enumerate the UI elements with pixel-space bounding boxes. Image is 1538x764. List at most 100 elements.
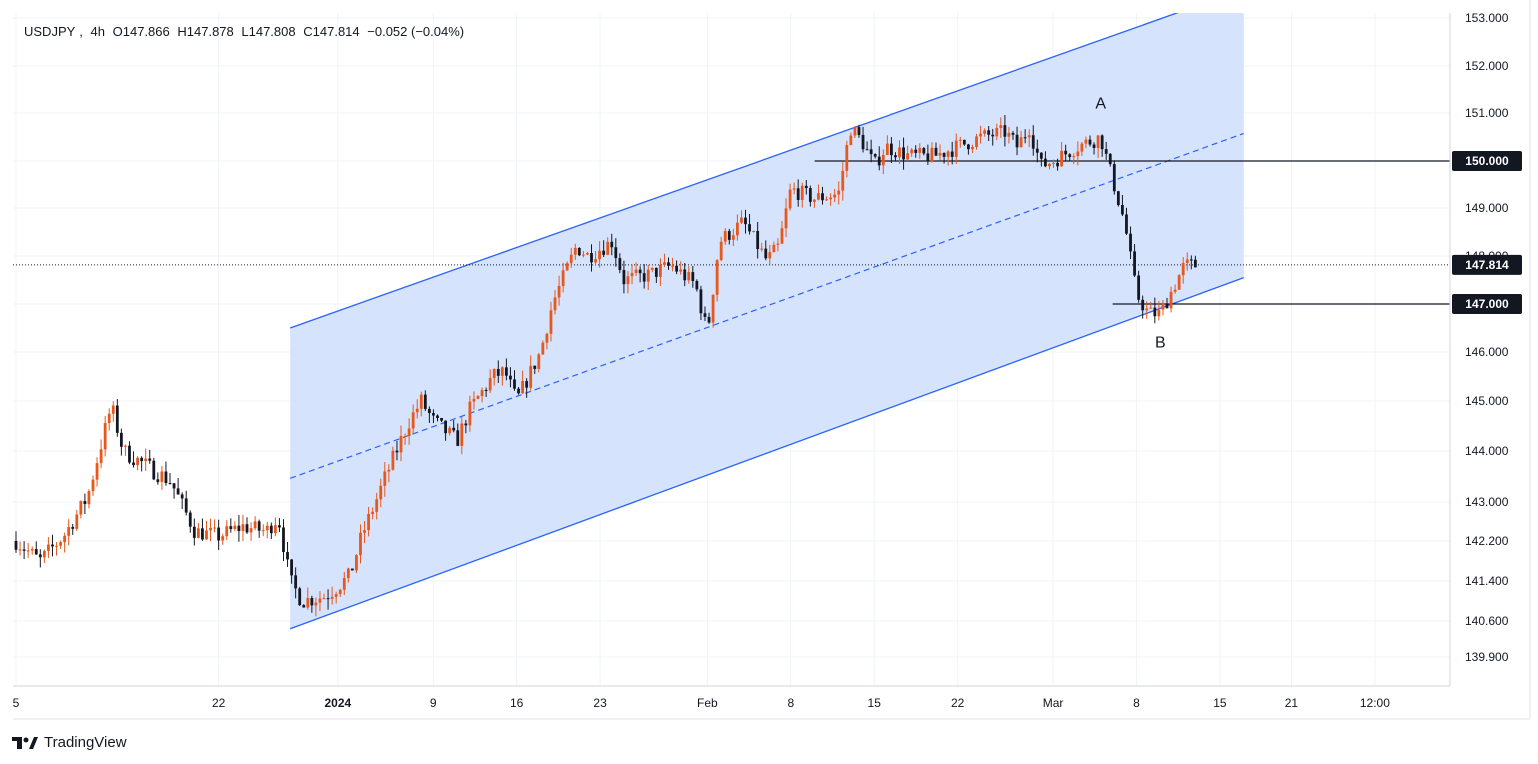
candle-body	[715, 260, 719, 295]
candle-body	[525, 381, 529, 388]
x-tick-label: 8	[787, 696, 794, 710]
candle-body	[188, 512, 192, 527]
x-tick-label: 8	[1133, 696, 1140, 710]
price-tag-text: 147.000	[1465, 297, 1509, 311]
x-tick-label: 21	[1285, 696, 1299, 710]
candle-body	[1068, 154, 1072, 158]
candle-body	[885, 143, 889, 155]
x-tick-label: 23	[593, 696, 607, 710]
x-axis-ticks[interactable]: 5 22 2024 9 16 23 Feb 8 15 22 Mar 8 15 21 12:00	[13, 696, 1391, 710]
price-tag-last	[1452, 254, 1522, 275]
candle-body	[67, 526, 71, 536]
candle-body	[38, 554, 42, 558]
candle-body	[954, 140, 958, 157]
candle-body	[237, 525, 241, 532]
candle-body	[387, 469, 391, 472]
candle-body	[695, 281, 699, 290]
x-tick-label: 15	[1213, 696, 1227, 710]
candle-body	[391, 450, 395, 470]
candle-body	[1044, 158, 1047, 167]
candle-body	[679, 269, 683, 272]
candle-body	[468, 401, 472, 426]
candle-body	[330, 596, 334, 599]
candle-body	[1088, 139, 1092, 145]
candle-body	[30, 549, 34, 551]
candle-body	[683, 269, 687, 281]
candle-body	[1027, 135, 1031, 138]
candle-body	[132, 462, 135, 466]
candle-body	[14, 541, 18, 550]
horizontal-levels	[13, 160, 1450, 305]
candle-body	[403, 436, 407, 438]
candle-body	[18, 549, 22, 551]
candle-body	[906, 153, 910, 160]
candle-body	[26, 550, 30, 552]
candle-body	[399, 436, 403, 453]
candle-body	[792, 188, 796, 190]
candle-body	[205, 530, 208, 540]
candle-body	[1023, 137, 1027, 139]
candle-body	[452, 427, 456, 431]
candle-body	[273, 525, 277, 534]
interval-label[interactable]: 4h	[90, 24, 106, 39]
candle-body	[650, 267, 654, 270]
y-tick-label: 143.000	[1465, 495, 1509, 509]
symbol-label[interactable]: USDJPY	[24, 24, 76, 39]
candle-body	[1104, 149, 1108, 154]
candle-body	[727, 231, 731, 240]
brand-footer[interactable]: TradingView	[12, 734, 127, 751]
candle-body	[407, 428, 411, 437]
x-tick-label: 9	[430, 696, 437, 710]
candle-body	[703, 313, 707, 317]
candle-body	[1141, 299, 1145, 311]
candle-body	[768, 252, 772, 259]
candle-body	[59, 542, 62, 546]
channel-lower-line[interactable]	[289, 276, 1244, 630]
candle-body	[1145, 308, 1149, 311]
y-axis-ticks[interactable]: 153.000152.000151.000150.000149.000148.0…	[1465, 11, 1509, 664]
candle-body	[590, 253, 593, 263]
candle-body	[663, 262, 666, 265]
y-tick-label: 149.000	[1465, 201, 1509, 215]
candle-body	[999, 125, 1003, 129]
candle-body	[638, 269, 642, 274]
candle-body	[930, 147, 934, 162]
candle-body	[1092, 144, 1096, 148]
candle-body	[95, 463, 99, 480]
candle-body	[460, 423, 464, 446]
candle-body	[1133, 251, 1136, 276]
price-tag-level-147	[1452, 294, 1522, 314]
candle-body	[432, 413, 435, 416]
candle-body	[602, 250, 606, 255]
candle-body	[294, 575, 298, 589]
candle-body	[196, 528, 200, 538]
candle-body	[1003, 125, 1007, 137]
candle-body	[922, 148, 926, 154]
candle-body	[172, 483, 176, 489]
channel-upper-line[interactable]	[289, 0, 1244, 329]
channel-midline[interactable]	[289, 132, 1244, 479]
candle-body	[71, 526, 75, 529]
symbol-header[interactable]: USDJPY, 4h O147.866 H147.878 L147.808 C1…	[24, 24, 465, 39]
candle-body	[654, 267, 658, 277]
candle-body	[1116, 191, 1120, 206]
candle-body	[557, 285, 561, 298]
candle-body	[744, 217, 747, 225]
tradingview-logo-icon	[12, 736, 38, 749]
candle-body	[47, 544, 50, 551]
candle-body	[306, 597, 310, 608]
candle-body	[541, 342, 545, 355]
candle-body	[233, 525, 237, 530]
candle-body	[545, 333, 549, 343]
candle-body	[995, 128, 999, 137]
candle-body	[1035, 148, 1039, 153]
change-value: −0.052 (−0.04%)	[367, 24, 465, 39]
candle-body	[821, 193, 824, 201]
candle-body	[707, 316, 711, 323]
candle-body	[573, 247, 577, 255]
candle-body	[436, 415, 439, 418]
candle-body	[606, 241, 610, 255]
candle-body	[492, 368, 496, 379]
candle-body	[898, 147, 901, 158]
